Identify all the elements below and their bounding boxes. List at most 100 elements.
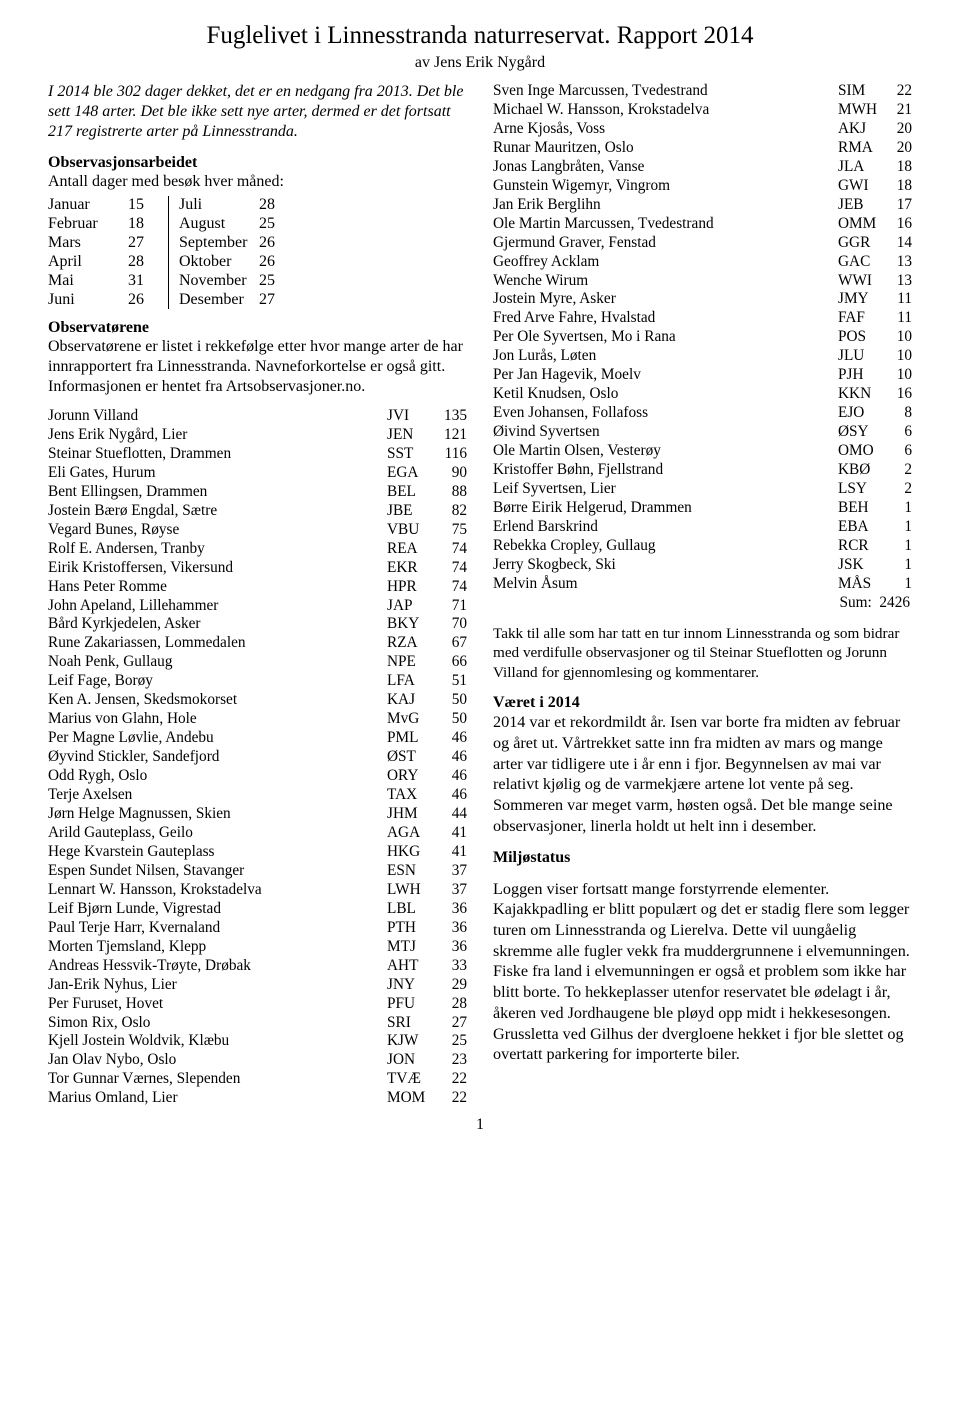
observer-code: PJH — [838, 366, 886, 385]
observer-count: 1 — [886, 537, 912, 556]
observer-count: 22 — [435, 1070, 467, 1089]
month-value: 25 — [259, 215, 287, 233]
observer-name: Per Magne Løvlie, Andebu — [48, 729, 387, 748]
observer-name: Ole Martin Marcussen, Tvedestrand — [493, 215, 838, 234]
observer-code: JEB — [838, 196, 886, 215]
observer-count: 18 — [886, 177, 912, 196]
observer-code: PML — [387, 729, 435, 748]
observer-code: MOM — [387, 1089, 435, 1108]
observer-code: ØSY — [838, 423, 886, 442]
observer-name: Per Jan Hagevik, Moelv — [493, 366, 838, 385]
observer-name: Andreas Hessvik-Trøyte, Drøbak — [48, 957, 387, 976]
observer-count: 1 — [886, 575, 912, 594]
observer-count: 37 — [435, 862, 467, 881]
observer-count: 23 — [435, 1051, 467, 1070]
observer-name: Even Johansen, Follafoss — [493, 404, 838, 423]
observer-name: Terje Axelsen — [48, 786, 387, 805]
observer-count: 8 — [886, 404, 912, 423]
observer-name: Morten Tjemsland, Klepp — [48, 938, 387, 957]
thanks-paragraph: Takk til alle som har tatt en tur innom … — [493, 624, 912, 682]
observer-code: LFA — [387, 672, 435, 691]
observer-code: AGA — [387, 824, 435, 843]
observer-count: 29 — [435, 976, 467, 995]
observer-name: Paul Terje Harr, Kvernaland — [48, 919, 387, 938]
observer-name: Melvin Åsum — [493, 575, 838, 594]
month-name: September — [179, 234, 259, 252]
observer-count: 46 — [435, 729, 467, 748]
right-column: Sven Inge Marcussen, TvedestrandSIM22Mic… — [493, 82, 912, 1108]
observer-count: 25 — [435, 1032, 467, 1051]
observer-code: JAP — [387, 597, 435, 616]
author-name: Jens Erik Nygård — [434, 54, 545, 71]
observer-name: Øivind Syvertsen — [493, 423, 838, 442]
intro-paragraph: I 2014 ble 302 dager dekket, det er en n… — [48, 82, 467, 142]
observer-count: 90 — [435, 464, 467, 483]
observ-heading: Observatørene — [48, 319, 467, 337]
observer-count: 13 — [886, 272, 912, 291]
observer-name: Jens Erik Nygård, Lier — [48, 426, 387, 445]
observer-count: 135 — [435, 407, 467, 426]
observer-code: AKJ — [838, 120, 886, 139]
observer-code: SIM — [838, 82, 886, 101]
observer-count: 2 — [886, 480, 912, 499]
observer-code: MTJ — [387, 938, 435, 957]
observer-name: Jostein Bærø Engdal, Sætre — [48, 502, 387, 521]
month-value: 26 — [259, 234, 287, 252]
author-prefix: av — [415, 54, 434, 71]
observer-name: Gunstein Wigemyr, Vingrom — [493, 177, 838, 196]
observer-name: Erlend Barskrind — [493, 518, 838, 537]
observer-name: Ken A. Jensen, Skedsmokorset — [48, 691, 387, 710]
observer-code: NPE — [387, 653, 435, 672]
sum-value: 2426 — [879, 594, 910, 611]
observer-code: OMO — [838, 442, 886, 461]
observer-count: 44 — [435, 805, 467, 824]
observer-code: MÅS — [838, 575, 886, 594]
month-value: 27 — [259, 291, 287, 309]
observer-name: Geoffrey Acklam — [493, 253, 838, 272]
observer-count: 11 — [886, 309, 912, 328]
observer-code: EKR — [387, 559, 435, 578]
month-name: November — [179, 272, 259, 290]
month-value: 15 — [128, 196, 156, 214]
month-name: Februar — [48, 215, 128, 233]
observer-code: LBL — [387, 900, 435, 919]
observer-name: John Apeland, Lillehammer — [48, 597, 387, 616]
sum-label: Sum: — [839, 594, 871, 611]
observer-code: LWH — [387, 881, 435, 900]
observer-count: 41 — [435, 824, 467, 843]
observer-code: JLU — [838, 347, 886, 366]
observer-name: Fred Arve Fahre, Hvalstad — [493, 309, 838, 328]
observer-count: 14 — [886, 234, 912, 253]
observer-count: 67 — [435, 634, 467, 653]
observer-code: AHT — [387, 957, 435, 976]
observer-name: Sven Inge Marcussen, Tvedestrand — [493, 82, 838, 101]
observer-count: 13 — [886, 253, 912, 272]
observer-count: 71 — [435, 597, 467, 616]
observer-count: 16 — [886, 385, 912, 404]
observer-code: KBØ — [838, 461, 886, 480]
vaer-paragraph: 2014 var et rekordmildt år. Isen var bor… — [493, 712, 912, 836]
observer-name: Lennart W. Hansson, Krokstadelva — [48, 881, 387, 900]
observer-code: JNY — [387, 976, 435, 995]
observer-name: Runar Mauritzen, Oslo — [493, 139, 838, 158]
observer-count: 74 — [435, 540, 467, 559]
observer-count: 27 — [435, 1014, 467, 1033]
month-value: 28 — [259, 196, 287, 214]
observer-count: 50 — [435, 710, 467, 729]
month-value: 26 — [128, 291, 156, 309]
month-name: Juni — [48, 291, 128, 309]
observer-code: EBA — [838, 518, 886, 537]
left-column: I 2014 ble 302 dager dekket, det er en n… — [48, 82, 467, 1108]
observer-name: Eli Gates, Hurum — [48, 464, 387, 483]
observer-name: Marius Omland, Lier — [48, 1089, 387, 1108]
obsarbeid-subtext: Antall dager med besøk hver måned: — [48, 172, 467, 192]
page-title: Fuglelivet i Linnesstranda naturreservat… — [48, 22, 912, 50]
observer-code: PFU — [387, 995, 435, 1014]
observer-name: Jonas Langbråten, Vanse — [493, 158, 838, 177]
observer-count: 16 — [886, 215, 912, 234]
observer-name: Rolf E. Andersen, Tranby — [48, 540, 387, 559]
observer-name: Jan Olav Nybo, Oslo — [48, 1051, 387, 1070]
month-value: 28 — [128, 253, 156, 271]
observer-count: 41 — [435, 843, 467, 862]
observer-name: Jørn Helge Magnussen, Skien — [48, 805, 387, 824]
